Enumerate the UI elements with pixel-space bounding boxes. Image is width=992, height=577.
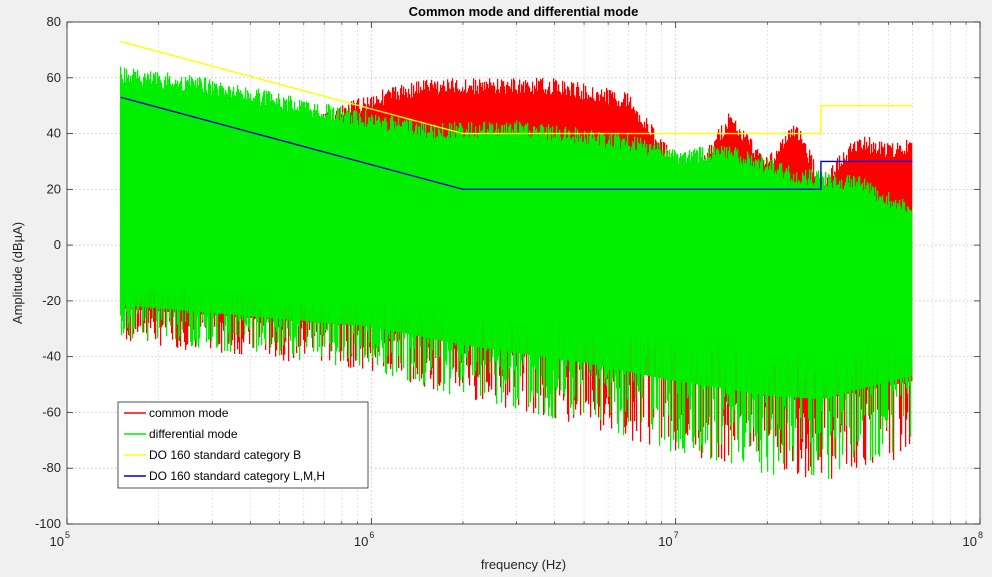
x-tick-label: 10 bbox=[354, 534, 368, 549]
series-layer bbox=[119, 40, 913, 479]
legend-label: differential mode bbox=[149, 427, 238, 441]
y-axis-label: Amplitude (dBµA) bbox=[10, 222, 25, 324]
x-tick-label: 10 bbox=[963, 534, 977, 549]
y-tick-label: -40 bbox=[42, 349, 61, 364]
limit-line-DO-160-standard-category-L-M-H bbox=[120, 96, 913, 191]
x-tick-exponent: 8 bbox=[978, 530, 983, 540]
y-tick-label: 0 bbox=[54, 237, 61, 252]
x-tick-label: 10 bbox=[50, 534, 64, 549]
y-tick-label: -80 bbox=[42, 460, 61, 475]
limit-line-DO-160-standard-category-B bbox=[120, 40, 913, 135]
series-differential-mode bbox=[119, 66, 913, 479]
y-tick-label: -100 bbox=[35, 516, 61, 531]
y-tick-label: 60 bbox=[47, 70, 61, 85]
y-tick-label: -60 bbox=[42, 404, 61, 419]
x-tick-exponent: 6 bbox=[369, 530, 374, 540]
y-tick-label: 40 bbox=[47, 126, 61, 141]
y-tick-label: -20 bbox=[42, 293, 61, 308]
y-tick-label: 80 bbox=[47, 14, 61, 29]
x-tick-label: 10 bbox=[658, 534, 672, 549]
legend-label: DO 160 standard category L,M,H bbox=[149, 469, 325, 483]
y-tick-label: 20 bbox=[47, 181, 61, 196]
legend: common mode differential mode DO 160 stand… bbox=[117, 401, 369, 489]
legend-label: DO 160 standard category B bbox=[149, 448, 301, 462]
x-tick-exponent: 5 bbox=[65, 530, 70, 540]
spectrum-core bbox=[120, 140, 913, 400]
legend-label: common mode bbox=[149, 406, 229, 420]
chart-title: Common mode and differential mode bbox=[409, 4, 639, 19]
x-axis-label: frequency (Hz) bbox=[481, 557, 566, 572]
legend-box bbox=[117, 401, 369, 489]
x-tick-exponent: 7 bbox=[674, 530, 679, 540]
plot-frame bbox=[66, 21, 981, 525]
